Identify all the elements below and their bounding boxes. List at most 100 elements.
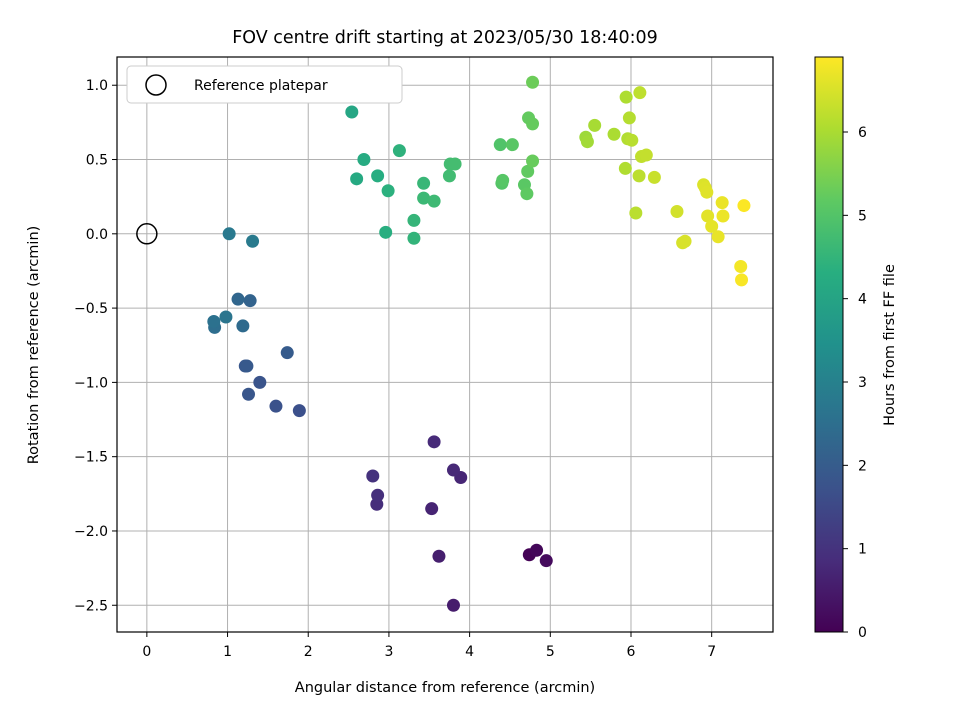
data-point [236,319,250,333]
data-point [417,191,431,205]
x-axis-ticks: 0 1 2 3 4 5 6 7 [142,632,716,660]
data-point [639,148,653,162]
data-point [678,234,692,248]
data-point [520,187,534,201]
data-point [700,185,714,199]
data-point [442,169,456,183]
data-point [240,359,254,373]
data-point [407,213,421,227]
data-point [670,205,684,219]
data-point [580,135,594,149]
data-point [379,225,393,239]
reference-platepar-marker [136,223,158,245]
data-point [207,314,221,328]
legend: Reference platepar [126,65,403,104]
x-tick-label: 4 [465,644,474,660]
data-point [381,184,395,198]
x-tick-label: 2 [304,644,313,660]
data-point [625,133,639,147]
x-tick-label: 5 [546,644,555,660]
data-point [417,176,431,190]
data-point [735,273,749,287]
data-point [539,554,553,568]
data-point [526,117,540,131]
y-tick-label: 0.0 [86,227,108,243]
y-tick-label: −2.0 [74,524,108,540]
y-tick-label: −1.0 [74,375,108,391]
y-axis-ticks: 1.0 0.5 0.0 −0.5 −1.0 −1.5 −2.0 −2.5 [74,78,117,614]
data-point [715,196,729,210]
legend-label: Reference platepar [194,78,328,94]
y-tick-label: 0.5 [86,153,108,169]
x-tick-label: 1 [223,644,232,660]
data-point [427,435,441,449]
data-point [407,231,421,245]
chart-title: FOV centre drift starting at 2023/05/30 … [232,28,658,48]
data-point [446,463,460,477]
plot-frame [116,56,774,633]
x-tick-label: 0 [142,644,151,660]
data-points [207,75,751,612]
data-point [446,598,460,612]
x-tick-label: 3 [384,644,393,660]
data-point [280,346,294,360]
data-point [371,488,385,502]
data-point [618,161,632,175]
data-point [734,259,748,273]
data-point [705,219,719,233]
legend-box [126,65,403,104]
data-point [357,153,371,167]
data-point [392,144,406,158]
legend-marker [145,74,167,96]
colorbar-tick-label: 0 [858,625,867,641]
data-point [231,292,245,306]
data-point [588,118,602,132]
data-point [521,164,535,178]
data-point [647,170,661,184]
data-point [253,375,267,389]
data-point [222,227,236,241]
data-point [737,199,751,213]
data-point [526,154,540,168]
data-point [711,230,725,244]
data-point [716,209,730,223]
data-point [701,209,715,223]
data-point [425,502,439,516]
data-point [493,138,507,152]
data-point [292,404,306,418]
data-point [269,399,283,413]
colorbar-tick-label: 2 [858,458,867,474]
x-tick-label: 7 [707,644,716,660]
data-point [427,194,441,208]
colorbar-tick-label: 5 [858,208,867,224]
data-point [219,310,233,324]
data-point [530,543,544,557]
data-point [350,172,364,186]
data-point [633,86,647,100]
data-point [622,111,636,125]
colorbar-tick-label: 4 [858,292,867,308]
colorbar-tick-label: 1 [858,542,867,558]
data-point [243,294,257,308]
data-point [526,75,540,89]
data-point [629,206,643,220]
y-tick-label: −2.5 [74,598,108,614]
y-axis-label: Rotation from reference (arcmin) [26,226,42,465]
x-axis-label: Angular distance from reference (arcmin) [295,680,595,696]
y-tick-label: −1.5 [74,450,108,466]
x-tick-label: 6 [627,644,636,660]
data-point [371,169,385,183]
data-point [632,169,646,183]
y-tick-label: 1.0 [86,78,108,94]
data-point [366,469,380,483]
grid-lines [117,57,773,632]
data-point [607,127,621,141]
data-point [432,549,446,563]
data-point [242,387,256,401]
data-point [619,90,633,104]
colorbar-label: Hours from first FF file [882,264,898,426]
colorbar-tick-label: 6 [858,125,867,141]
data-point [496,173,510,187]
colorbar-ticks: 0 1 2 3 4 5 6 [843,125,867,641]
